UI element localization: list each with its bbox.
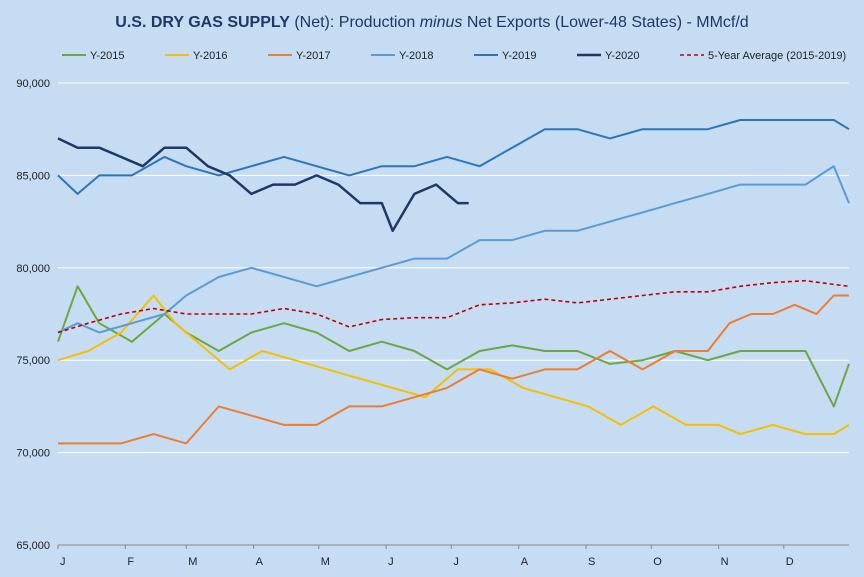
series-group: [57, 119, 850, 445]
legend-item: 5-Year Average (2015-2019): [680, 50, 846, 62]
legend-item: Y-2017: [268, 50, 330, 62]
series-line: [57, 294, 850, 436]
title-part-3: Net Exports (Lower-48 States) - MMcf/d: [462, 14, 748, 31]
x-tick-label: M: [321, 556, 330, 568]
legend-item: Y-2018: [371, 50, 433, 62]
legend-item: Y-2020: [577, 50, 639, 62]
y-tick-label: 70,000: [16, 448, 50, 460]
series-line: [57, 165, 850, 334]
x-tick-label: N: [721, 556, 729, 568]
y-tick-label: 85,000: [16, 170, 50, 182]
x-tick-label: J: [60, 556, 66, 568]
series-line: [57, 137, 469, 233]
legend-label: 5-Year Average (2015-2019): [708, 50, 846, 62]
legend-item: Y-2016: [165, 50, 227, 62]
legend-item: Y-2015: [62, 50, 124, 62]
legend: Y-2015 Y-2016 Y-2017 Y-2018 Y-2019 Y-2020 5-Ye…: [62, 50, 846, 62]
legend-label: Y-2018: [399, 50, 433, 62]
x-tick-label: D: [786, 556, 794, 568]
y-tick-label: 75,000: [16, 355, 50, 367]
y-axis-ticks: 65,000 70,000 75,000 80,000 85,000 90,000: [16, 78, 50, 552]
title-part-2: minus: [420, 14, 463, 31]
x-tick-label: M: [188, 556, 197, 568]
x-tick-label: S: [588, 556, 595, 568]
series-line: [57, 279, 850, 334]
x-tick-label: O: [653, 556, 662, 568]
x-tick-label: F: [127, 556, 134, 568]
x-tick-label: J: [453, 556, 459, 568]
x-tick-label: A: [256, 556, 264, 568]
legend-label: Y-2015: [90, 50, 124, 62]
legend-label: Y-2016: [193, 50, 227, 62]
y-tick-label: 90,000: [16, 78, 50, 90]
x-tick-label: A: [521, 556, 529, 568]
legend-label: Y-2020: [605, 50, 639, 62]
series-line: [57, 119, 850, 195]
legend-label: Y-2019: [502, 50, 536, 62]
x-tick-label: J: [388, 556, 394, 568]
y-tick-label: 65,000: [16, 540, 50, 552]
chart-title: U.S. DRY GAS SUPPLY (Net): Production mi…: [115, 14, 748, 31]
title-part-0: U.S. DRY GAS SUPPLY: [115, 14, 290, 31]
legend-item: Y-2019: [474, 50, 536, 62]
title-part-1: (Net): Production: [290, 14, 420, 31]
series-line: [58, 294, 849, 445]
legend-label: Y-2017: [296, 50, 330, 62]
y-tick-label: 80,000: [16, 263, 50, 275]
